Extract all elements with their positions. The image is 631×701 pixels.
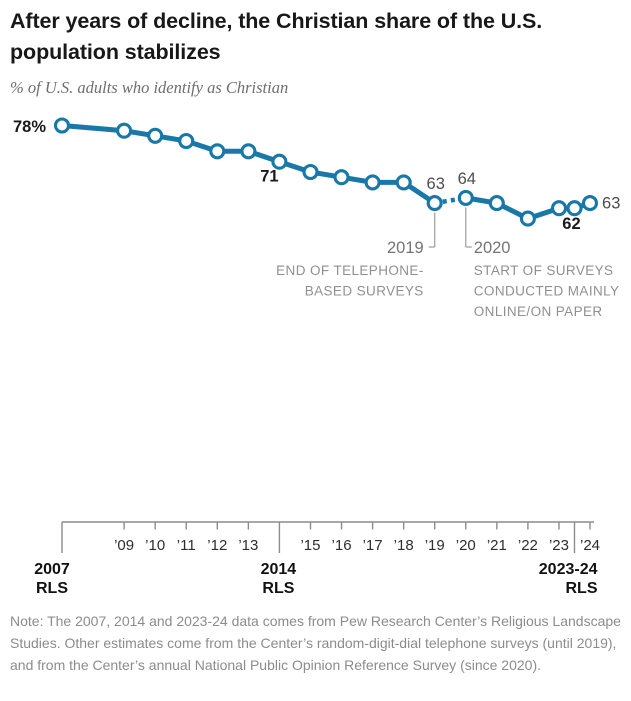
axis-tick-label-2023: ’23 [549, 537, 569, 554]
data-point-label-2007: 78% [13, 118, 46, 136]
annotation-text-2019-1: BASED SURVEYS [305, 284, 424, 299]
data-point-2023 [550, 200, 568, 217]
chart-subtitle: % of U.S. adults who identify as Christi… [10, 78, 289, 97]
axis-tick-label-2017: ’17 [363, 537, 383, 554]
data-point-label-2024: 63 [602, 195, 620, 213]
trend-line-telephone [59, 123, 438, 206]
data-point-2020 [457, 189, 474, 206]
annotation-text-2020-0: START OF SURVEYS [474, 263, 614, 278]
annotation-text-2019-0: END OF TELEPHONE- [276, 263, 424, 278]
rls-label-year-2014: 2014 [261, 561, 297, 578]
data-point-2013 [240, 143, 257, 160]
axis-tick-label-2011: ’11 [177, 537, 196, 554]
data-point-2018 [395, 174, 412, 191]
data-point-label-2020: 64 [458, 170, 476, 188]
data-point-2012 [209, 143, 226, 160]
annotation-year-2020: 2020 [474, 239, 511, 257]
annotation-text-2020-2: ONLINE/ON PAPER [474, 304, 603, 319]
rls-label-rls-2014: RLS [262, 580, 294, 597]
data-point-2021 [488, 195, 505, 212]
data-point-2024 [581, 195, 599, 212]
data-point-2015 [302, 163, 319, 181]
axis-tick-label-2022: ’22 [518, 537, 538, 554]
data-point-2009 [116, 122, 133, 139]
data-point-2010 [147, 127, 164, 144]
data-point-2007 [53, 117, 71, 134]
axis-tick-label-2012: ’12 [207, 537, 227, 554]
annotation-year-2019: 2019 [387, 239, 424, 257]
rls-label-rls-2007: RLS [36, 580, 68, 597]
axis-tick-label-2020: ’20 [456, 537, 476, 554]
axis-tick-label-2015: ’15 [300, 537, 320, 554]
data-point-2011 [178, 132, 195, 150]
data-point-2019 [426, 195, 443, 212]
data-point-2016 [333, 169, 350, 186]
axis-tick-label-2009: ’09 [114, 537, 134, 554]
data-point-2022 [519, 210, 536, 227]
chart-note: Note: The 2007, 2014 and 2023-24 data co… [10, 613, 621, 673]
axis-tick-label-2024: ’24 [580, 537, 600, 554]
annotation-text-2020-1: CONDUCTED MAINLY [474, 284, 620, 299]
axis-tick-label-2010: ’10 [145, 537, 165, 554]
axis-tick-label-2016: ’16 [332, 537, 352, 554]
data-point-label-2019: 63 [427, 175, 445, 193]
axis-tick-label-2018: ’18 [394, 537, 414, 554]
data-point-2014 [271, 153, 288, 170]
data-point-2023.5 [566, 200, 583, 217]
axis-tick-label-2013: ’13 [238, 537, 258, 554]
data-point-2017 [364, 174, 381, 191]
data-point-label-2023.5: 62 [562, 215, 580, 233]
rls-label-rls-2023-24: RLS [565, 580, 597, 597]
axis-tick-label-2019: ’19 [425, 537, 445, 554]
rls-label-year-2023-24: 2023-24 [539, 561, 598, 578]
axis-tick-label-2021: ’21 [487, 537, 507, 554]
data-point-label-2014: 71 [260, 168, 278, 186]
trend-chart-svg: ’09 ’10 ’11 ’12 ’13 ’15 ’16 ’17 ’18 ’19 ’20 ’21 ’22 ’… [13, 117, 620, 597]
rls-label-year-2007: 2007 [34, 561, 70, 578]
chart-title: After years of decline, the Christian sh… [10, 9, 543, 64]
